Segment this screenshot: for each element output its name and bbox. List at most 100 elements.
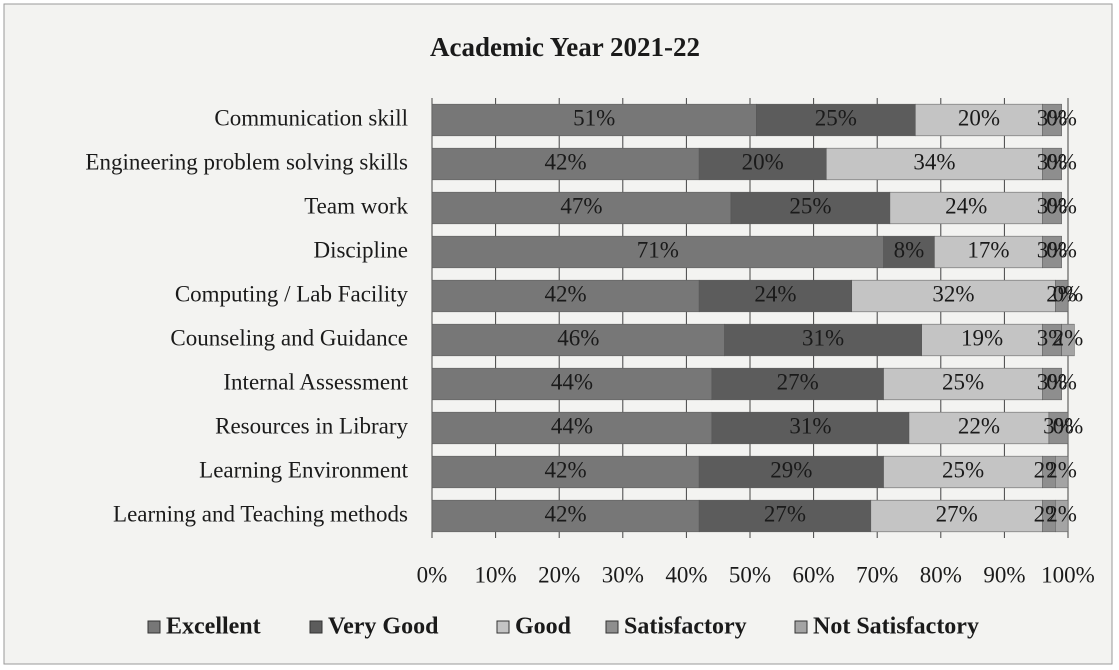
- value-label: 42%: [544, 281, 586, 306]
- value-label: 3%: [1037, 149, 1068, 174]
- value-label: 3%: [1037, 369, 1068, 394]
- y-tick-label: Team work: [304, 193, 408, 218]
- value-label: 3%: [1037, 105, 1068, 130]
- x-tick-label: 50%: [729, 562, 771, 587]
- bar-segment: [711, 367, 884, 401]
- bar-segment: [1048, 411, 1069, 445]
- value-label: 3%: [1037, 237, 1068, 262]
- bar-segment: [826, 147, 1043, 181]
- bar-segment: [1055, 455, 1069, 489]
- value-label: 27%: [764, 501, 806, 526]
- value-label: 71%: [637, 237, 679, 262]
- bar-segment: [698, 499, 872, 533]
- bar-segment: [431, 235, 884, 269]
- value-label: 2%: [1053, 325, 1084, 350]
- bar-segment: [756, 103, 916, 137]
- value-label: 31%: [789, 413, 831, 438]
- bar-segment: [698, 279, 853, 313]
- legend-swatch: [147, 620, 161, 634]
- value-label: 0%: [1046, 193, 1077, 218]
- bar-segment: [698, 147, 827, 181]
- x-tick-label: 70%: [856, 562, 898, 587]
- bar-segment: [883, 455, 1043, 489]
- bar-segment: [1061, 323, 1075, 357]
- y-tick-label: Engineering problem solving skills: [85, 149, 408, 174]
- value-label: 51%: [573, 105, 615, 130]
- y-tick-label: Learning Environment: [199, 457, 408, 482]
- bar-segment: [883, 367, 1043, 401]
- value-label: 20%: [742, 149, 784, 174]
- x-tick-label: 40%: [665, 562, 707, 587]
- value-label: 22%: [958, 413, 1000, 438]
- value-label: 24%: [754, 281, 796, 306]
- bar-segment: [431, 411, 713, 445]
- x-tick-label: 60%: [793, 562, 835, 587]
- value-label: 32%: [932, 281, 974, 306]
- bar-segment: [1055, 499, 1069, 533]
- y-tick-label: Resources in Library: [215, 413, 408, 438]
- bar-segment: [1042, 147, 1062, 181]
- value-label: 17%: [967, 237, 1009, 262]
- bar-segment: [883, 235, 935, 269]
- legend-swatch: [794, 620, 808, 634]
- value-label: 3%: [1037, 193, 1068, 218]
- value-label: 0%: [1046, 105, 1077, 130]
- legend-swatch: [309, 620, 323, 634]
- value-label: 42%: [544, 501, 586, 526]
- value-label: 25%: [815, 105, 857, 130]
- value-label: 42%: [544, 149, 586, 174]
- bar-segment: [431, 323, 725, 357]
- legend-label: Very Good: [328, 614, 439, 640]
- bar-segment: [851, 279, 1056, 313]
- y-tick-label: Learning and Teaching methods: [113, 501, 408, 526]
- bar-segment: [431, 103, 757, 137]
- bar-segment: [915, 103, 1043, 137]
- value-label: 47%: [560, 193, 602, 218]
- bar-segment: [1042, 103, 1062, 137]
- bar-segment: [870, 499, 1043, 533]
- x-tick-label: 80%: [920, 562, 962, 587]
- value-label: 31%: [802, 325, 844, 350]
- bar-segment: [1042, 235, 1062, 269]
- legend-label: Excellent: [166, 614, 261, 640]
- legend-label: Satisfactory: [624, 614, 747, 640]
- bar-segment: [730, 191, 891, 225]
- value-label: 0%: [1046, 237, 1077, 262]
- x-tick-label: 30%: [602, 562, 644, 587]
- legend-swatch: [605, 620, 619, 634]
- bar-segment: [431, 455, 700, 489]
- x-tick-label: 100%: [1041, 562, 1095, 587]
- value-label: 27%: [936, 501, 978, 526]
- legend-label: Good: [515, 614, 572, 640]
- value-label: 25%: [942, 457, 984, 482]
- x-tick-label: 0%: [417, 562, 448, 587]
- value-label: 44%: [551, 413, 593, 438]
- bar-segment: [431, 191, 732, 225]
- bar-segment: [431, 367, 713, 401]
- value-label: 2%: [1046, 501, 1077, 526]
- value-label: 34%: [913, 149, 955, 174]
- chart-title: Academic Year 2021-22: [430, 32, 700, 62]
- bar-segment: [889, 191, 1043, 225]
- value-label: 42%: [544, 457, 586, 482]
- value-label: 27%: [777, 369, 819, 394]
- value-label: 29%: [770, 457, 812, 482]
- bar-segment: [1042, 191, 1062, 225]
- bar-segment: [921, 323, 1043, 357]
- bar-segment: [1042, 367, 1062, 401]
- bar-segment: [934, 235, 1043, 269]
- bar-segment: [698, 455, 884, 489]
- value-label: 8%: [894, 237, 925, 262]
- x-tick-label: 90%: [983, 562, 1025, 587]
- value-label: 2%: [1046, 457, 1077, 482]
- x-tick-label: 20%: [538, 562, 580, 587]
- bar-segment: [1055, 279, 1069, 313]
- value-label: 0%: [1053, 413, 1084, 438]
- value-label: 25%: [942, 369, 984, 394]
- value-label: 46%: [557, 325, 599, 350]
- bar-segment: [724, 323, 922, 357]
- value-label: 2%: [1046, 281, 1077, 306]
- y-tick-label: Internal Assessment: [223, 369, 408, 394]
- value-label: 0%: [1046, 369, 1077, 394]
